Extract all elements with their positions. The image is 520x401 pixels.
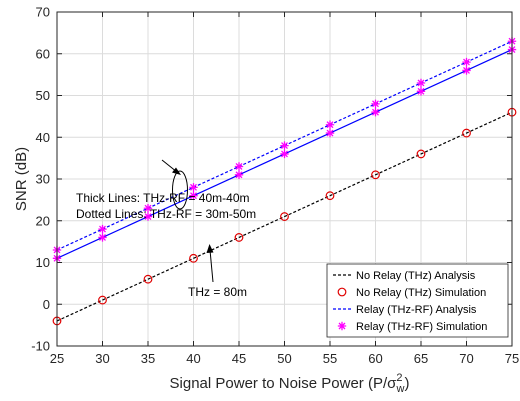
y-tick-label: 20 (36, 213, 50, 228)
data-point-star (371, 99, 380, 109)
data-point-star (280, 141, 289, 150)
data-point-star (98, 224, 107, 234)
data-point-star (280, 149, 289, 159)
data-point-star (189, 191, 198, 200)
x-tick-label: 60 (368, 351, 382, 366)
legend-label: Relay (THz-RF) Analysis (356, 304, 477, 316)
y-axis-title: SNR (dB) (13, 147, 30, 211)
annotation-arrow-head (206, 244, 214, 253)
legend-label: Relay (THz-RF) Simulation (356, 321, 487, 333)
data-point-circle (325, 191, 335, 201)
series-line (56, 111, 513, 322)
data-point-star (416, 78, 426, 88)
legend-swatch (337, 321, 347, 331)
legend-label: No Relay (THz) Analysis (356, 270, 476, 282)
legend: No Relay (THz) Analysis No Relay (THz) Si… (326, 263, 509, 338)
x-tick-label: 35 (141, 351, 155, 366)
data-point-star (234, 170, 244, 180)
x-tick-label: 25 (50, 351, 64, 366)
x-tick-label: 75 (505, 351, 519, 366)
data-point-star (416, 87, 426, 96)
x-tick-label: 40 (186, 351, 200, 366)
data-point-star (325, 128, 335, 138)
x-axis-title: Signal Power to Noise Power (P/σ2 w) (170, 372, 410, 395)
data-point-star (189, 183, 198, 192)
y-tick-label: 0 (43, 297, 50, 312)
legend-label: No Relay (THz) Simulation (356, 287, 486, 299)
annotation-arrow-head (172, 167, 181, 175)
data-point-star (98, 233, 107, 242)
y-tick-label: 60 (36, 46, 50, 61)
x-tick-label: 30 (95, 351, 109, 366)
x-tick-label: 45 (232, 351, 246, 366)
data-point-circle (143, 274, 153, 284)
data-point-circle (98, 295, 107, 305)
annotation-arrow-line (209, 249, 214, 283)
y-tick-label: -10 (31, 339, 50, 354)
x-tick-label: 70 (459, 351, 473, 366)
annotation-ellipse (172, 170, 188, 210)
x-tick-label: 50 (277, 351, 291, 366)
annotation-dotted-lines: Dotted Lines: THz-RF = 30m-50m (76, 207, 256, 221)
annotation-thick-lines: Thick Lines: THz-RF = 40m-40m (76, 191, 250, 205)
data-point-circle (416, 149, 426, 159)
data-point-star (234, 162, 244, 171)
data-point-star (337, 321, 347, 331)
data-point-circle (189, 253, 198, 263)
y-tick-label: 50 (36, 88, 50, 103)
legend-box (326, 263, 509, 338)
y-tick-label: 10 (36, 255, 50, 270)
data-point-star (143, 204, 153, 213)
data-point-star (325, 120, 335, 129)
data-point-circle (280, 212, 289, 221)
data-point-circle (462, 128, 471, 138)
axes: 25 30 35 40 45 50 55 60 65 70 75 -10 0 10 20 30 40 50 60 70… (13, 5, 519, 396)
y-tick-label: 70 (36, 5, 50, 20)
annotations: Thick Lines: THz-RF = 40m-40m Dotted Line… (76, 159, 256, 299)
data-point-star (462, 66, 471, 75)
y-tick-label: 40 (36, 130, 50, 145)
x-tick-label: 55 (323, 351, 337, 366)
data-point-circle (234, 233, 244, 242)
legend-swatch (337, 287, 347, 297)
data-point-star (371, 108, 380, 117)
data-point-star (462, 57, 471, 67)
x-tick-label: 65 (414, 351, 428, 366)
annotation-thz-80m: THz = 80m (188, 285, 247, 299)
data-point-star (143, 212, 153, 221)
data-point-circle (371, 170, 380, 180)
y-tick-label: 30 (36, 172, 50, 187)
series-0 (56, 111, 513, 322)
